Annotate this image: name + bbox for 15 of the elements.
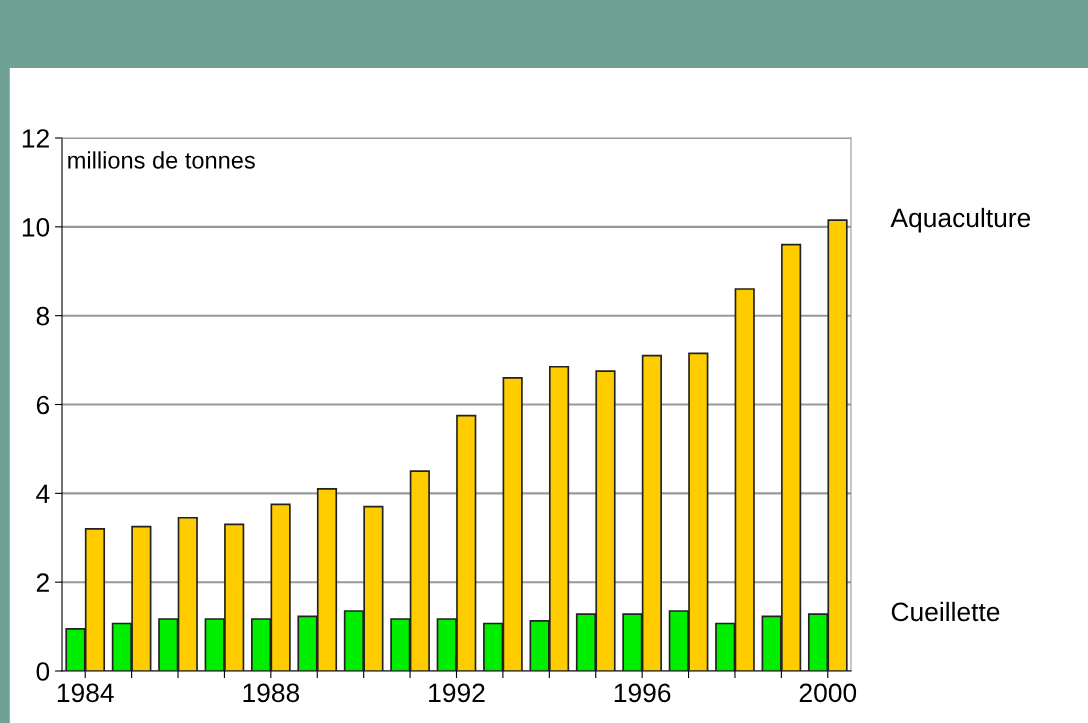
- y-tick-label: 0: [36, 662, 50, 681]
- y-tick-label: 12: [22, 129, 49, 148]
- x-tick-label: 1988: [243, 683, 300, 703]
- y-tick-label: 10: [22, 217, 50, 237]
- x-tick-label: 1992: [429, 683, 485, 703]
- text: Cueillette: [891, 601, 1000, 622]
- y-tick-label: 2: [36, 573, 49, 592]
- x-tick-label: 1984: [57, 683, 114, 703]
- series-label: Aquaculture: [890, 207, 1031, 233]
- y-tick-label: 4: [36, 484, 50, 503]
- x-tick-label: 2000: [799, 683, 857, 703]
- y-tick-label: 6: [36, 395, 50, 415]
- x-tick-label: 1996: [614, 683, 671, 703]
- y-axis-title: millions de tonnes: [68, 151, 255, 169]
- y-tick-label: 8: [36, 306, 50, 326]
